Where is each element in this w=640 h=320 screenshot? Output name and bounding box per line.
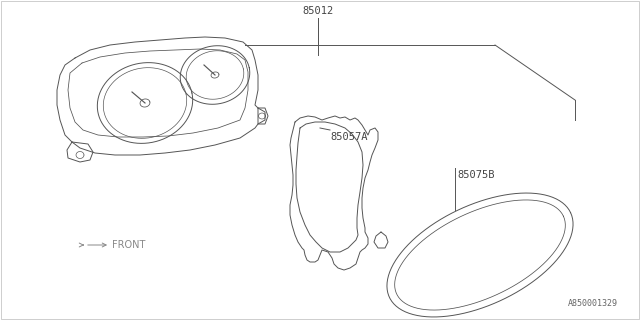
- Text: 85012: 85012: [302, 6, 333, 16]
- Text: 85057A: 85057A: [330, 132, 367, 142]
- Text: 85075B: 85075B: [457, 170, 495, 180]
- Text: A850001329: A850001329: [568, 299, 618, 308]
- Text: FRONT: FRONT: [112, 240, 145, 250]
